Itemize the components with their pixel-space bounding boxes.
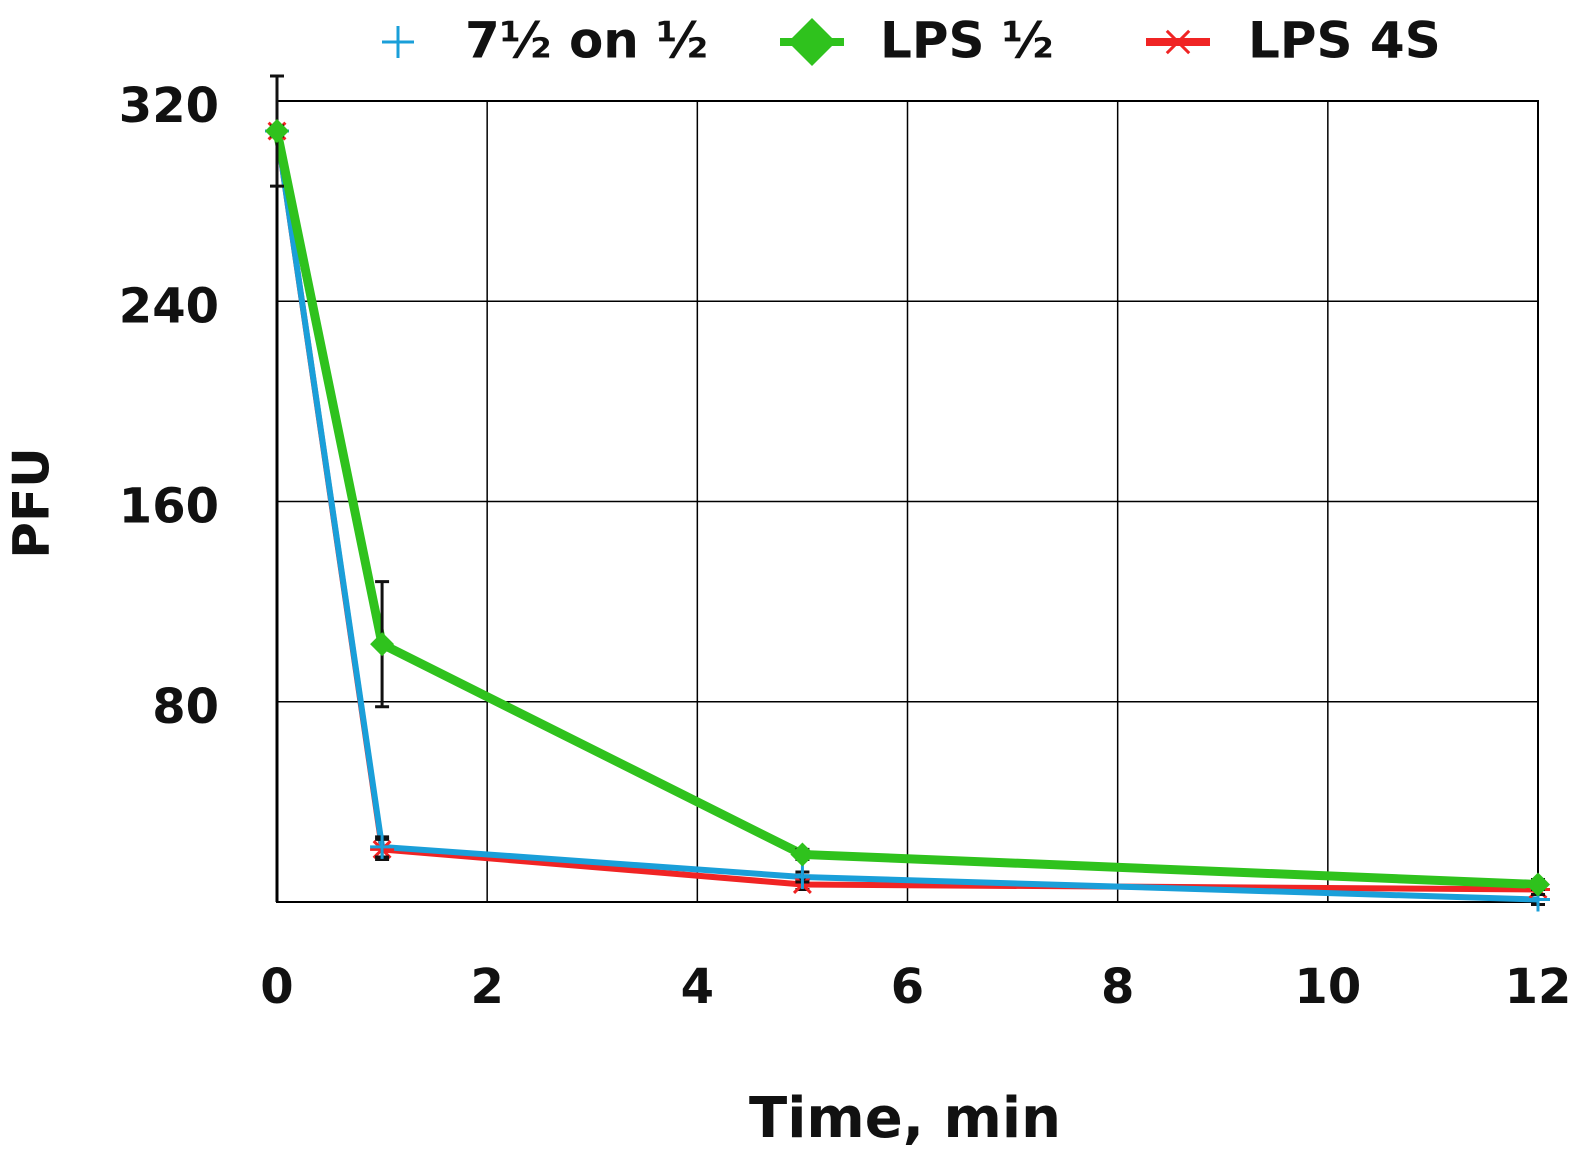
marker <box>790 842 815 867</box>
x-tick-label: 10 <box>1294 959 1361 1015</box>
marker-shape <box>382 26 414 58</box>
marker-shape <box>1162 29 1194 55</box>
marker-shape <box>790 864 815 889</box>
series-line <box>274 130 1539 903</box>
marker <box>382 26 414 58</box>
marker-shape <box>790 842 815 867</box>
marker <box>1162 29 1194 55</box>
y-axis-title: PFU <box>3 447 61 558</box>
marker <box>1526 872 1550 897</box>
x-tick-label: 0 <box>260 959 293 1015</box>
x-tick-label: 12 <box>1505 959 1569 1015</box>
y-tick-label: 240 <box>119 278 219 334</box>
y-tick-label: 160 <box>119 479 219 535</box>
marker <box>788 18 836 66</box>
x-tick-label: 6 <box>891 959 924 1015</box>
marker <box>370 632 395 657</box>
legend-label: LPS ½ <box>880 12 1054 70</box>
x-tick-label: 4 <box>681 959 714 1015</box>
x-tick-label: 2 <box>470 959 503 1015</box>
marker-shape <box>370 834 395 859</box>
y-tick-label: 80 <box>152 679 219 735</box>
marker-shape <box>265 119 289 144</box>
legend-label: LPS 4S <box>1248 12 1441 70</box>
x-tick-label: 8 <box>1101 959 1134 1015</box>
marker <box>370 834 395 859</box>
marker-shape <box>1526 872 1550 897</box>
legend-label: 7½ on ½ <box>465 12 708 70</box>
y-tick-label: 320 <box>119 78 219 134</box>
marker-shape <box>370 632 395 657</box>
marker <box>265 119 289 144</box>
x-axis-title: Time, min <box>749 1086 1061 1151</box>
marker-shape <box>788 18 836 66</box>
series-line <box>272 130 1539 889</box>
marker <box>790 864 815 889</box>
